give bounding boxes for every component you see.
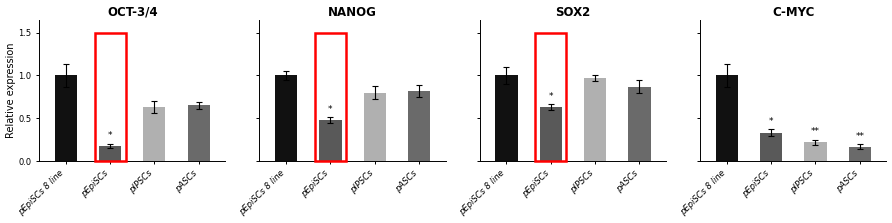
Bar <box>584 78 607 161</box>
Title: C-MYC: C-MYC <box>772 6 814 19</box>
Title: SOX2: SOX2 <box>556 6 591 19</box>
Bar <box>99 146 121 161</box>
Bar <box>760 133 782 161</box>
Bar <box>187 105 210 161</box>
Bar <box>535 33 566 161</box>
Bar <box>95 33 126 161</box>
Title: NANOG: NANOG <box>328 6 377 19</box>
Bar <box>540 107 562 161</box>
Bar <box>364 93 386 161</box>
Text: *: * <box>108 131 112 140</box>
Bar <box>54 75 77 161</box>
Bar <box>805 142 827 161</box>
Text: **: ** <box>811 127 820 136</box>
Text: *: * <box>769 117 773 126</box>
Bar <box>408 91 430 161</box>
Bar <box>275 75 297 161</box>
Bar <box>849 147 871 161</box>
Text: *: * <box>549 92 553 101</box>
Title: OCT-3/4: OCT-3/4 <box>107 6 158 19</box>
Bar <box>319 120 342 161</box>
Bar <box>144 107 166 161</box>
Bar <box>628 87 650 161</box>
Text: **: ** <box>855 132 864 141</box>
Text: *: * <box>328 105 333 114</box>
Bar <box>315 33 346 161</box>
Bar <box>715 75 738 161</box>
Bar <box>495 75 517 161</box>
Y-axis label: Relative expression: Relative expression <box>5 43 15 138</box>
